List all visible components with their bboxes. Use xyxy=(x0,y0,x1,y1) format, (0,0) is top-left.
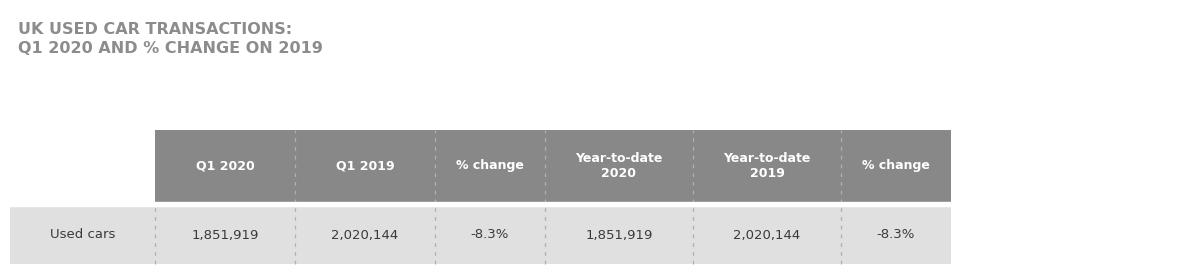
Text: UK USED CAR TRANSACTIONS:
Q1 2020 AND % CHANGE ON 2019: UK USED CAR TRANSACTIONS: Q1 2020 AND % … xyxy=(18,22,323,56)
Text: % change: % change xyxy=(456,160,524,172)
Text: 2,020,144: 2,020,144 xyxy=(733,229,800,242)
Text: Used cars: Used cars xyxy=(50,229,115,242)
Bar xyxy=(155,130,952,202)
Text: 2,020,144: 2,020,144 xyxy=(331,229,398,242)
Text: Q1 2019: Q1 2019 xyxy=(336,160,395,172)
Text: 1,851,919: 1,851,919 xyxy=(586,229,653,242)
Bar xyxy=(10,206,952,264)
Text: % change: % change xyxy=(862,160,930,172)
Text: 1,851,919: 1,851,919 xyxy=(191,229,259,242)
Text: Year-to-date
2019: Year-to-date 2019 xyxy=(724,152,811,180)
Text: -8.3%: -8.3% xyxy=(470,229,509,242)
Text: -8.3%: -8.3% xyxy=(877,229,916,242)
Text: Year-to-date
2020: Year-to-date 2020 xyxy=(575,152,662,180)
Text: Q1 2020: Q1 2020 xyxy=(196,160,254,172)
